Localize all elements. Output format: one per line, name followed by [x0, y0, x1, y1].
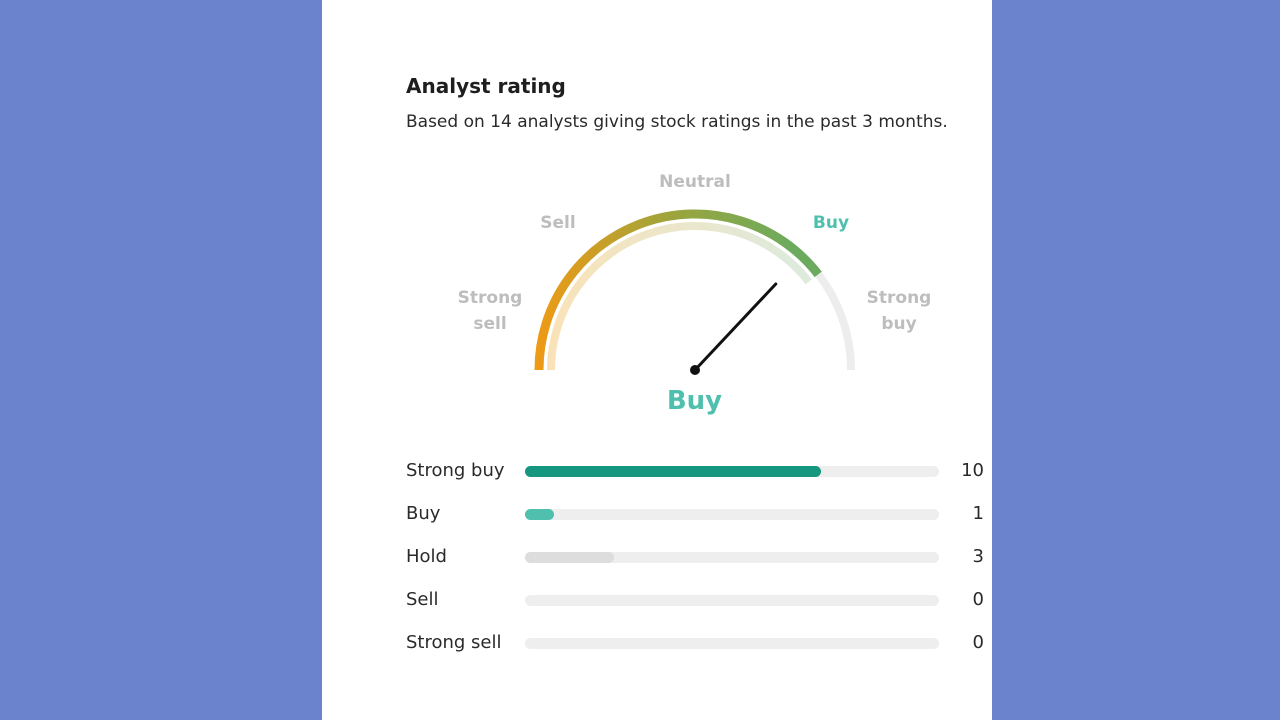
card-subtitle: Based on 14 analysts giving stock rating…	[406, 112, 948, 132]
breakdown-label: Buy	[406, 503, 441, 524]
breakdown-row-sell: Sell 0	[406, 585, 986, 615]
gauge-inner-fill	[547, 222, 812, 371]
analyst-rating-card: Analyst rating Based on 14 analysts givi…	[322, 0, 992, 720]
breakdown-track	[525, 638, 939, 649]
gauge-label-sell: Sell	[540, 213, 576, 233]
gauge-label-strong-sell: Strong sell	[457, 288, 523, 334]
breakdown-bar	[525, 552, 614, 563]
breakdown-count: 0	[972, 589, 984, 610]
card-title: Analyst rating	[406, 74, 566, 98]
breakdown-bar	[525, 509, 555, 520]
breakdown-count: 10	[961, 460, 984, 481]
breakdown-label: Strong buy	[406, 460, 505, 481]
breakdown-count: 0	[972, 632, 984, 653]
breakdown-track	[525, 509, 939, 520]
breakdown-label: Sell	[406, 589, 439, 610]
breakdown-bar	[525, 466, 821, 477]
breakdown-label: Hold	[406, 546, 447, 567]
gauge-track	[535, 210, 855, 371]
breakdown-row-buy: Buy 1	[406, 499, 986, 529]
breakdown-row-hold: Hold 3	[406, 542, 986, 572]
gauge-label-buy: Buy	[812, 213, 850, 233]
gauge-needle-pivot	[690, 365, 700, 375]
breakdown-count: 1	[972, 503, 984, 524]
gauge-label-strong-buy: Strong buy	[866, 288, 932, 334]
gauge-needle	[693, 282, 778, 372]
breakdown-row-strong-sell: Strong sell 0	[406, 628, 986, 658]
gauge-verdict: Buy	[666, 386, 723, 416]
breakdown-track	[525, 466, 939, 477]
breakdown-track	[525, 552, 939, 563]
breakdown-track	[525, 595, 939, 606]
gauge-fill	[534, 209, 822, 371]
breakdown-label: Strong sell	[406, 632, 502, 653]
gauge-label-neutral: Neutral	[659, 172, 731, 192]
breakdown-count: 3	[972, 546, 984, 567]
breakdown-row-strong-buy: Strong buy 10	[406, 456, 986, 486]
rating-gauge	[534, 209, 855, 375]
